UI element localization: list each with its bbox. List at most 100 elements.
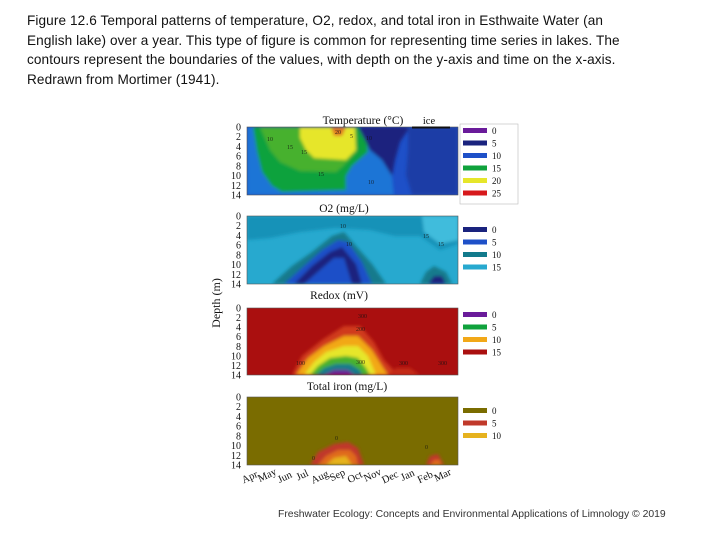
- legend-label: 25: [492, 189, 502, 199]
- legend-swatch: [463, 264, 487, 270]
- y-tick-label: 10: [231, 351, 241, 362]
- legend-label: 5: [492, 139, 497, 149]
- ice-label: ice: [423, 116, 436, 127]
- y-tick-label: 12: [231, 181, 241, 192]
- legend-swatch: [463, 433, 487, 438]
- y-tick-label: 0: [236, 304, 241, 315]
- legend-label: 5: [492, 238, 497, 248]
- contour-label: 10: [267, 137, 273, 143]
- contour-label: 15: [301, 150, 307, 156]
- x-tick-label: Sep: [328, 467, 347, 484]
- x-tick-label: Oct: [346, 470, 364, 486]
- legend-label: 0: [492, 225, 497, 235]
- panel-frame: [246, 396, 459, 466]
- y-tick-label: 6: [236, 241, 241, 252]
- legend-label: 5: [492, 419, 497, 429]
- y-tick-label: 0: [236, 123, 241, 134]
- iron-heatmap: [247, 397, 458, 465]
- contour-label: 300: [356, 360, 365, 366]
- panel-title: Temperature (°C): [323, 115, 404, 127]
- y-tick-label: 2: [236, 132, 241, 143]
- y-tick-label: 6: [236, 332, 241, 343]
- legend-swatch: [463, 128, 487, 133]
- x-tick-label: Mar: [433, 467, 454, 485]
- y-tick-label: 4: [236, 231, 241, 242]
- x-tick-label: Jul: [295, 468, 311, 483]
- legend-label: 10: [492, 431, 502, 441]
- x-tick-label: Dec: [380, 469, 400, 486]
- legend-swatch: [463, 420, 487, 426]
- x-tick-label: Feb: [416, 469, 435, 486]
- contour-label: 20: [335, 130, 341, 136]
- contour-label: 100: [296, 361, 305, 367]
- panel-title: Total iron (mg/L): [307, 381, 387, 393]
- contour-label: 15: [318, 172, 324, 178]
- x-tick-label: Jan: [399, 467, 417, 483]
- contour-label: 15: [287, 145, 293, 151]
- legend-label: 15: [492, 164, 502, 174]
- contour-label: 200: [356, 327, 365, 333]
- y-tick-label: 12: [231, 361, 241, 372]
- y-tick-label: 0: [236, 212, 241, 223]
- oxygen-heatmap: [247, 216, 458, 284]
- temperature-heatmap: [247, 127, 458, 195]
- caption-line: Redrawn from Mortimer (1941).: [27, 71, 220, 87]
- legend-swatch: [463, 190, 487, 196]
- legend-swatch: [463, 349, 487, 355]
- redox-heatmap: [247, 308, 458, 375]
- contour-label: 10: [340, 224, 346, 230]
- legend-label: 0: [492, 126, 497, 136]
- y-tick-label: 2: [236, 221, 241, 232]
- y-tick-label: 14: [231, 461, 241, 472]
- legend-label: 15: [492, 263, 502, 273]
- y-tick-label: 4: [236, 323, 241, 334]
- y-tick-label: 2: [236, 402, 241, 413]
- y-tick-label: 6: [236, 422, 241, 433]
- legend-label: 15: [492, 348, 502, 358]
- contour-label: 15: [423, 234, 429, 240]
- caption-line: contours represent the boundaries of the…: [27, 52, 616, 68]
- contour-label: 10: [368, 180, 374, 186]
- x-tick-label: Jun: [276, 469, 295, 485]
- legend-box: [459, 123, 519, 205]
- panel-title: Redox (mV): [310, 290, 368, 302]
- panel-frame: [246, 126, 459, 196]
- legend-label: 0: [492, 406, 497, 416]
- legend-swatch: [463, 312, 487, 317]
- legend-label: 10: [492, 250, 502, 260]
- y-axis-label: Depth (m): [209, 278, 223, 328]
- contour-label: 15: [438, 242, 444, 248]
- y-tick-label: 12: [231, 270, 241, 281]
- legend-swatch: [463, 227, 487, 232]
- y-tick-label: 14: [231, 191, 241, 202]
- legend-swatch: [463, 324, 487, 330]
- contour-label: 0: [425, 445, 428, 451]
- contour-label: 300: [399, 361, 408, 367]
- y-tick-label: 10: [231, 171, 241, 182]
- figure-caption: Figure 12.6 Temporal patterns of tempera…: [27, 11, 697, 89]
- legend-label: 10: [492, 335, 502, 345]
- y-tick-label: 12: [231, 451, 241, 462]
- legend-swatch: [463, 153, 487, 158]
- caption-line: English lake) over a year. This type of …: [27, 32, 620, 48]
- contour-label: 0: [312, 456, 315, 462]
- legend-swatch: [463, 252, 487, 257]
- y-tick-label: 10: [231, 260, 241, 271]
- legend-swatch: [463, 337, 487, 342]
- legend-swatch: [463, 239, 487, 245]
- y-tick-label: 0: [236, 393, 241, 404]
- legend-swatch: [463, 178, 487, 183]
- legend-label: 10: [492, 151, 502, 161]
- contour-label: 10: [366, 136, 372, 142]
- legend-swatch: [463, 140, 487, 146]
- y-tick-label: 8: [236, 342, 241, 353]
- legend-label: 5: [492, 323, 497, 333]
- legend-label: 20: [492, 176, 502, 186]
- y-tick-label: 14: [231, 280, 241, 291]
- panel-title: O2 (mg/L): [319, 203, 369, 215]
- panel-frame: [246, 307, 459, 376]
- y-tick-label: 2: [236, 313, 241, 324]
- y-tick-label: 8: [236, 161, 241, 172]
- x-tick-label: Aug: [310, 469, 332, 487]
